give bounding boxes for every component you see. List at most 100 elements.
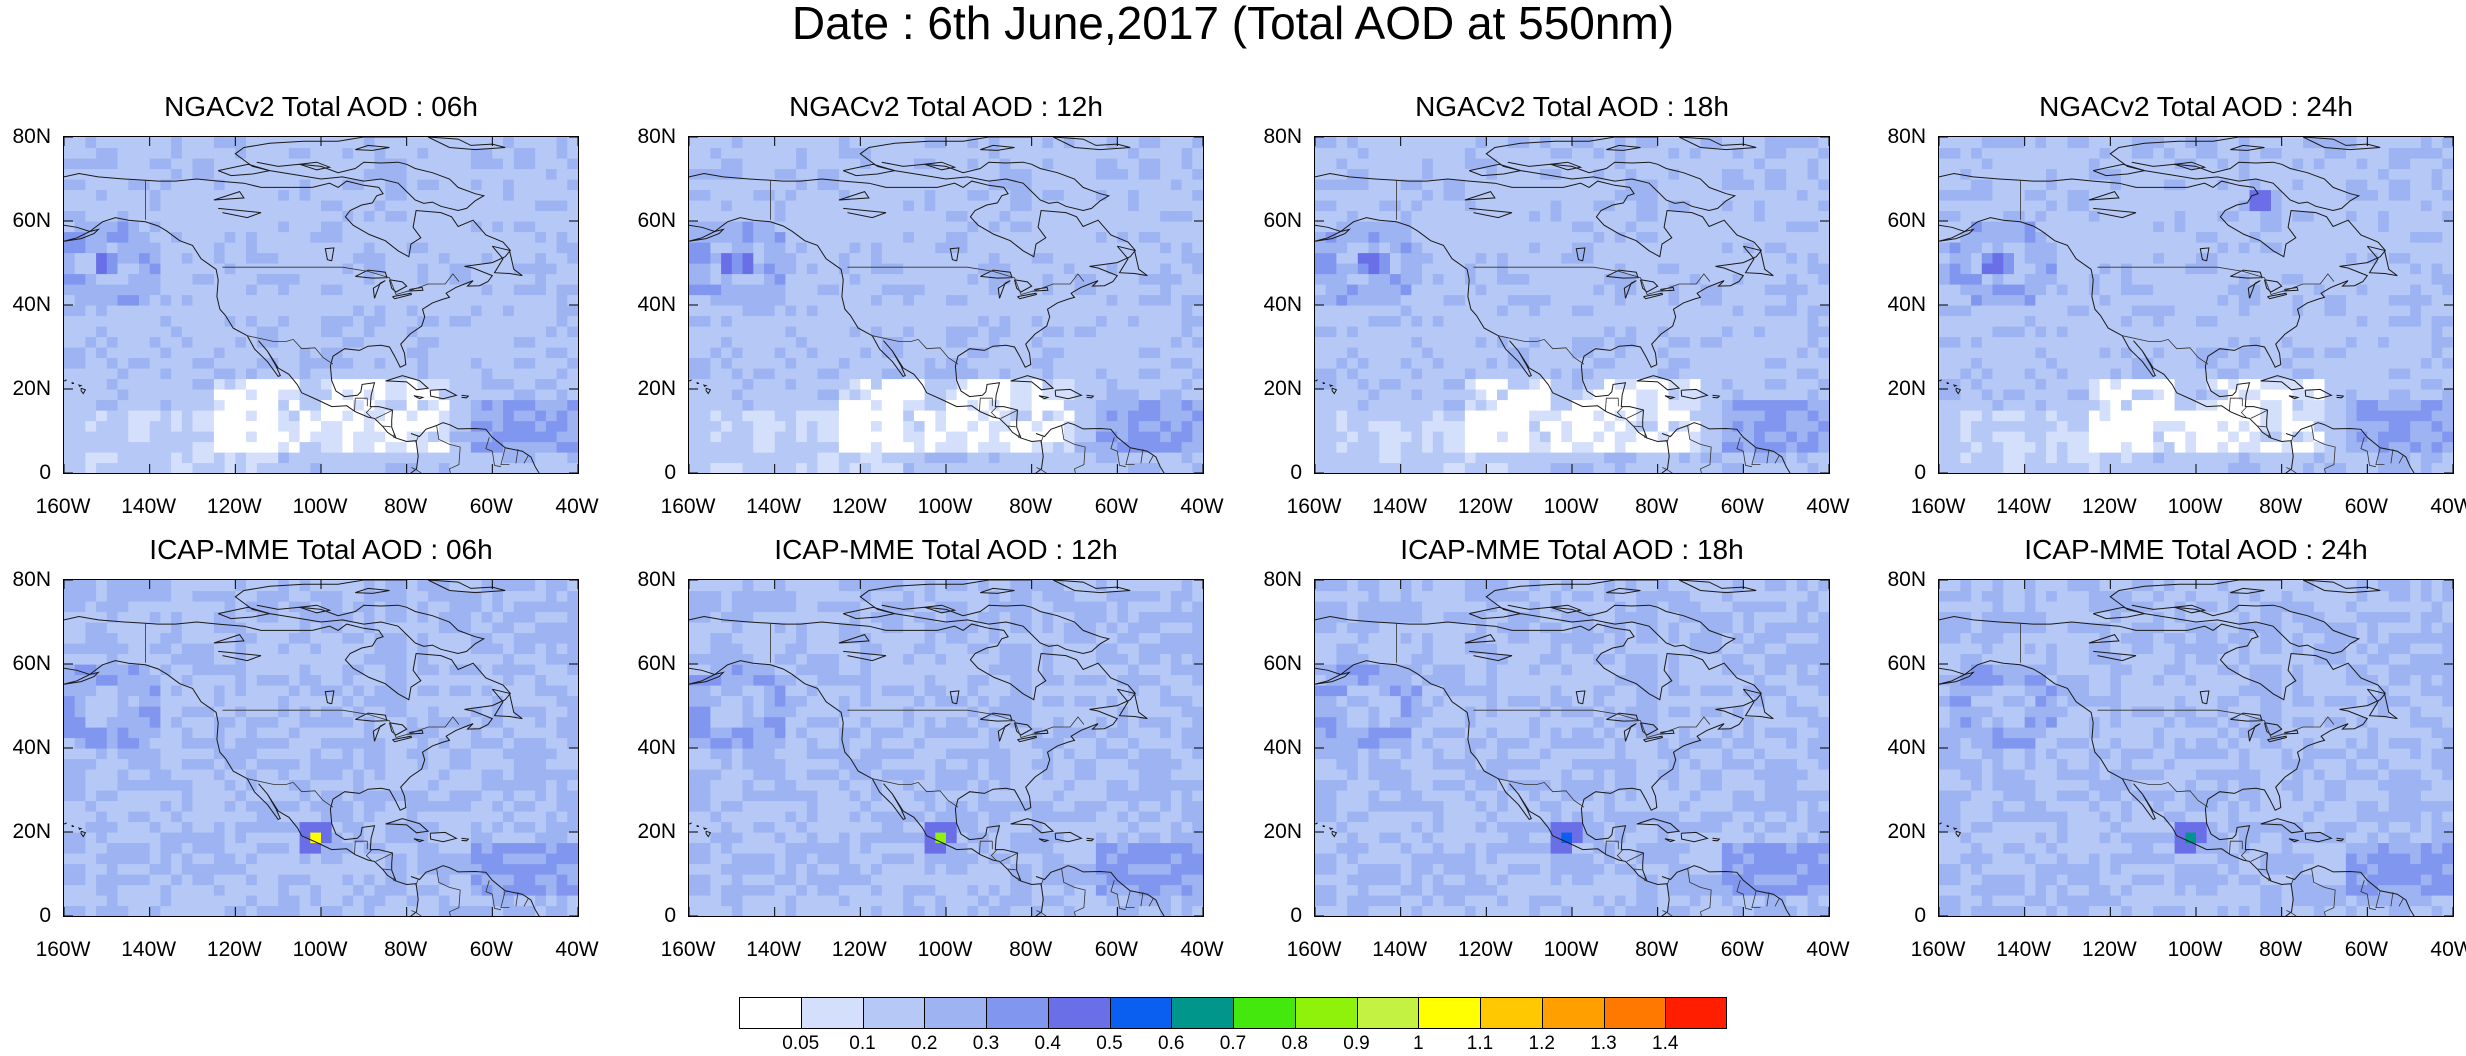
country-border bbox=[1148, 455, 1154, 464]
country-border bbox=[500, 890, 510, 908]
lat-tick-label: 0 bbox=[1290, 461, 1302, 484]
country-border bbox=[2097, 266, 2335, 295]
coastline bbox=[1315, 379, 1318, 382]
country-border bbox=[523, 898, 529, 907]
country-border bbox=[1605, 840, 1619, 855]
coastline bbox=[80, 830, 87, 838]
lat-tick-label: 60N bbox=[12, 652, 51, 675]
aod-field bbox=[1315, 580, 1829, 916]
country-border bbox=[222, 266, 460, 295]
country-border bbox=[1774, 898, 1780, 907]
lon-tick-label: 40W bbox=[1180, 495, 1224, 518]
lat-tick-label: 60N bbox=[1887, 209, 1926, 232]
lat-tick-label: 40N bbox=[1263, 293, 1302, 316]
lon-tick-label: 40W bbox=[1806, 495, 1850, 518]
coastline bbox=[2304, 388, 2333, 400]
country-border bbox=[485, 437, 501, 468]
lon-tick-label: 160W bbox=[35, 495, 91, 518]
lat-tick-label: 20N bbox=[1263, 377, 1302, 400]
colorbar-label: 1.3 bbox=[1590, 1033, 1617, 1054]
country-border bbox=[515, 449, 519, 464]
lat-tick-label: 80N bbox=[1887, 125, 1926, 148]
lon-tick-label: 160W bbox=[660, 495, 716, 518]
coastline bbox=[2336, 837, 2345, 842]
coastline bbox=[64, 172, 511, 439]
country-border bbox=[2398, 898, 2404, 907]
lon-tick-label: 60W bbox=[1094, 938, 1138, 961]
country-border bbox=[1000, 409, 1019, 419]
coastline bbox=[696, 381, 700, 384]
lon-tick-label: 140W bbox=[121, 938, 177, 961]
coastline bbox=[355, 144, 390, 151]
coastline bbox=[64, 822, 67, 825]
lon-tick-label: 120W bbox=[2081, 495, 2137, 518]
country-border bbox=[990, 406, 997, 418]
coastline bbox=[1623, 723, 1637, 742]
coastline bbox=[1054, 831, 1083, 843]
colorbar-label: 0.7 bbox=[1219, 1033, 1247, 1054]
lon-tick-label: 40W bbox=[1180, 938, 1224, 961]
aod-map bbox=[688, 579, 1204, 917]
country-border bbox=[1751, 890, 1761, 908]
country-border bbox=[2360, 437, 2376, 468]
country-border bbox=[979, 397, 993, 412]
aod-field bbox=[64, 580, 578, 916]
coastline bbox=[1939, 615, 2386, 882]
country-border bbox=[2290, 436, 2294, 443]
country-border bbox=[872, 778, 959, 808]
aod-field-svg bbox=[1315, 580, 1829, 916]
country-border bbox=[411, 910, 422, 916]
country-border bbox=[2390, 449, 2394, 464]
country-border bbox=[847, 266, 1085, 295]
lat-tick-label: 0 bbox=[664, 904, 676, 927]
coastline bbox=[461, 394, 470, 399]
colorbar-swatch bbox=[1047, 997, 1110, 1029]
lon-tick-label: 120W bbox=[2081, 938, 2137, 961]
coastline bbox=[80, 387, 87, 395]
coastline bbox=[1640, 279, 1659, 293]
coastline bbox=[689, 172, 1136, 439]
lon-tick-label: 40W bbox=[555, 495, 599, 518]
coastline bbox=[1038, 838, 1050, 843]
lat-tick-label: 0 bbox=[39, 461, 51, 484]
coastline bbox=[1955, 387, 1962, 395]
country-border bbox=[222, 709, 460, 738]
country-border bbox=[1766, 449, 1770, 464]
coastline bbox=[389, 722, 408, 736]
coastline bbox=[1742, 688, 1774, 720]
coastline bbox=[64, 217, 419, 473]
coastline bbox=[1643, 292, 1664, 300]
coastline bbox=[2088, 191, 2120, 201]
coastline bbox=[1939, 172, 2386, 439]
coastline bbox=[1017, 292, 1038, 300]
coastline bbox=[1680, 388, 1709, 400]
coastline bbox=[1469, 163, 1521, 177]
lat-tick-label: 20N bbox=[1263, 820, 1302, 843]
lon-tick-label: 80W bbox=[1009, 938, 1053, 961]
colorbar-swatch bbox=[986, 997, 1049, 1029]
lon-tick-label: 120W bbox=[831, 938, 887, 961]
coastline bbox=[1315, 217, 1670, 473]
coastline bbox=[1485, 137, 1737, 212]
country-border bbox=[1061, 868, 1086, 916]
country-border bbox=[979, 840, 993, 855]
coastline bbox=[1939, 379, 1942, 382]
coastline bbox=[997, 723, 1011, 742]
coastline bbox=[1939, 228, 1975, 242]
coastline bbox=[2174, 161, 2207, 171]
coastline bbox=[1939, 822, 1942, 825]
coastline bbox=[64, 379, 67, 382]
colorbar-swatch bbox=[1356, 997, 1419, 1029]
country-border bbox=[515, 892, 519, 907]
coastline bbox=[218, 650, 262, 662]
country-border bbox=[847, 709, 1085, 738]
lon-tick-label: 100W bbox=[292, 938, 348, 961]
coastline bbox=[1322, 824, 1326, 827]
coastline bbox=[1485, 580, 1737, 655]
aod-map bbox=[63, 136, 579, 474]
lon-tick-label: 60W bbox=[2344, 938, 2388, 961]
country-border bbox=[2257, 425, 2266, 428]
colorbar-label: 0.3 bbox=[972, 1033, 1000, 1054]
lon-tick-label: 100W bbox=[2167, 495, 2223, 518]
colorbar-label: 0.05 bbox=[782, 1033, 820, 1054]
